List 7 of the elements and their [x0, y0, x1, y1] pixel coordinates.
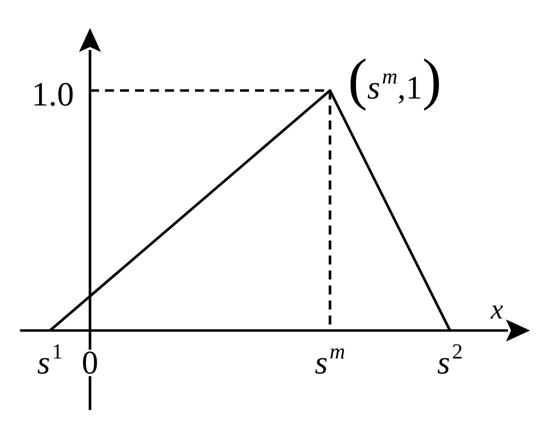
x-axis-title: x [490, 294, 504, 326]
annotation: 1.0 [32, 76, 74, 114]
x-tick-label: s$^{2}$ [437, 340, 463, 382]
x-tick-label: s$^{m}$ [314, 340, 346, 382]
x-tick-label: 0 [82, 346, 98, 382]
annotation: (s$^{m}$,1) [348, 48, 442, 112]
x-tick-label: s$^{1}$ [37, 340, 63, 382]
